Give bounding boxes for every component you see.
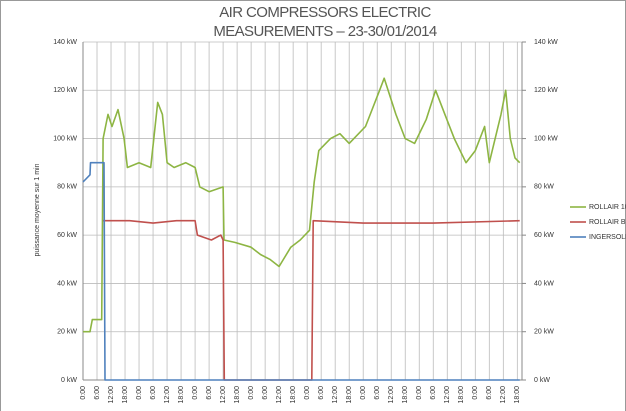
legend-label: INGERSOLL bbox=[589, 234, 626, 241]
y-tick-label: 140 kW bbox=[53, 39, 77, 46]
x-tick-label: 0:00 bbox=[80, 386, 87, 400]
legend-label: ROLLAIR B bbox=[589, 219, 626, 226]
chart-title: AIR COMPRESSORS ELECTRIC MEASUREMENTS – … bbox=[213, 4, 437, 40]
y2-tick-label: 80 kW bbox=[534, 184, 554, 191]
y-axis-label: puissance moyenne sur 1 min bbox=[34, 163, 41, 256]
x-tick-label: 12:00 bbox=[276, 386, 283, 404]
x-tick-label: 12:00 bbox=[164, 386, 171, 404]
x-tick-label: 12:00 bbox=[332, 386, 339, 404]
x-tick-label: 6:00 bbox=[206, 386, 213, 400]
legend-label: ROLLAIR 10 bbox=[589, 204, 626, 211]
y2-tick-label: 140 kW bbox=[534, 39, 558, 46]
x-tick-label: 12:00 bbox=[500, 386, 507, 404]
x-tick-label: 18:00 bbox=[458, 386, 465, 404]
series-line bbox=[83, 77, 521, 333]
y2-tick-label: 60 kW bbox=[534, 232, 554, 239]
y-tick-label: 100 kW bbox=[53, 135, 77, 142]
x-tick-label: 0:00 bbox=[472, 386, 479, 400]
y2-tick-label: 20 kW bbox=[534, 329, 554, 336]
x-tick-label: 12:00 bbox=[108, 386, 115, 404]
y-tick-label: 120 kW bbox=[53, 87, 77, 94]
x-tick-label: 18:00 bbox=[234, 386, 241, 404]
x-tick-label: 12:00 bbox=[388, 386, 395, 404]
x-tick-label: 6:00 bbox=[486, 386, 493, 400]
x-tick-label: 6:00 bbox=[374, 386, 381, 400]
x-tick-label: 6:00 bbox=[318, 386, 325, 400]
y2-tick-label: 0 kW bbox=[534, 377, 550, 384]
y2-tick-label: 100 kW bbox=[534, 135, 558, 142]
x-tick-label: 18:00 bbox=[346, 386, 353, 404]
x-tick-label: 18:00 bbox=[178, 386, 185, 404]
x-tick-label: 0:00 bbox=[360, 386, 367, 400]
x-tick-label: 12:00 bbox=[444, 386, 451, 404]
x-tick-label: 18:00 bbox=[122, 386, 129, 404]
y-tick-label: 60 kW bbox=[57, 232, 77, 239]
x-tick-label: 0:00 bbox=[304, 386, 311, 400]
y-tick-label: 0 kW bbox=[61, 377, 77, 384]
x-tick-label: 0:00 bbox=[192, 386, 199, 400]
series-line bbox=[103, 219, 520, 381]
y-tick-label: 20 kW bbox=[57, 329, 77, 336]
series-line bbox=[82, 161, 520, 381]
y2-tick-label: 40 kW bbox=[534, 280, 554, 287]
x-tick-label: 6:00 bbox=[150, 386, 157, 400]
y2-tick-label: 120 kW bbox=[534, 87, 558, 94]
x-tick-label: 18:00 bbox=[290, 386, 297, 404]
x-tick-label: 18:00 bbox=[514, 386, 521, 404]
x-tick-label: 6:00 bbox=[94, 386, 101, 400]
x-tick-label: 18:00 bbox=[402, 386, 409, 404]
x-tick-label: 0:00 bbox=[248, 386, 255, 400]
x-tick-label: 6:00 bbox=[430, 386, 437, 400]
y-tick-label: 40 kW bbox=[57, 280, 77, 287]
x-tick-label: 0:00 bbox=[416, 386, 423, 400]
x-tick-label: 12:00 bbox=[220, 386, 227, 404]
y-tick-label: 80 kW bbox=[57, 184, 77, 191]
x-tick-label: 0:00 bbox=[136, 386, 143, 400]
x-tick-label: 6:00 bbox=[262, 386, 269, 400]
